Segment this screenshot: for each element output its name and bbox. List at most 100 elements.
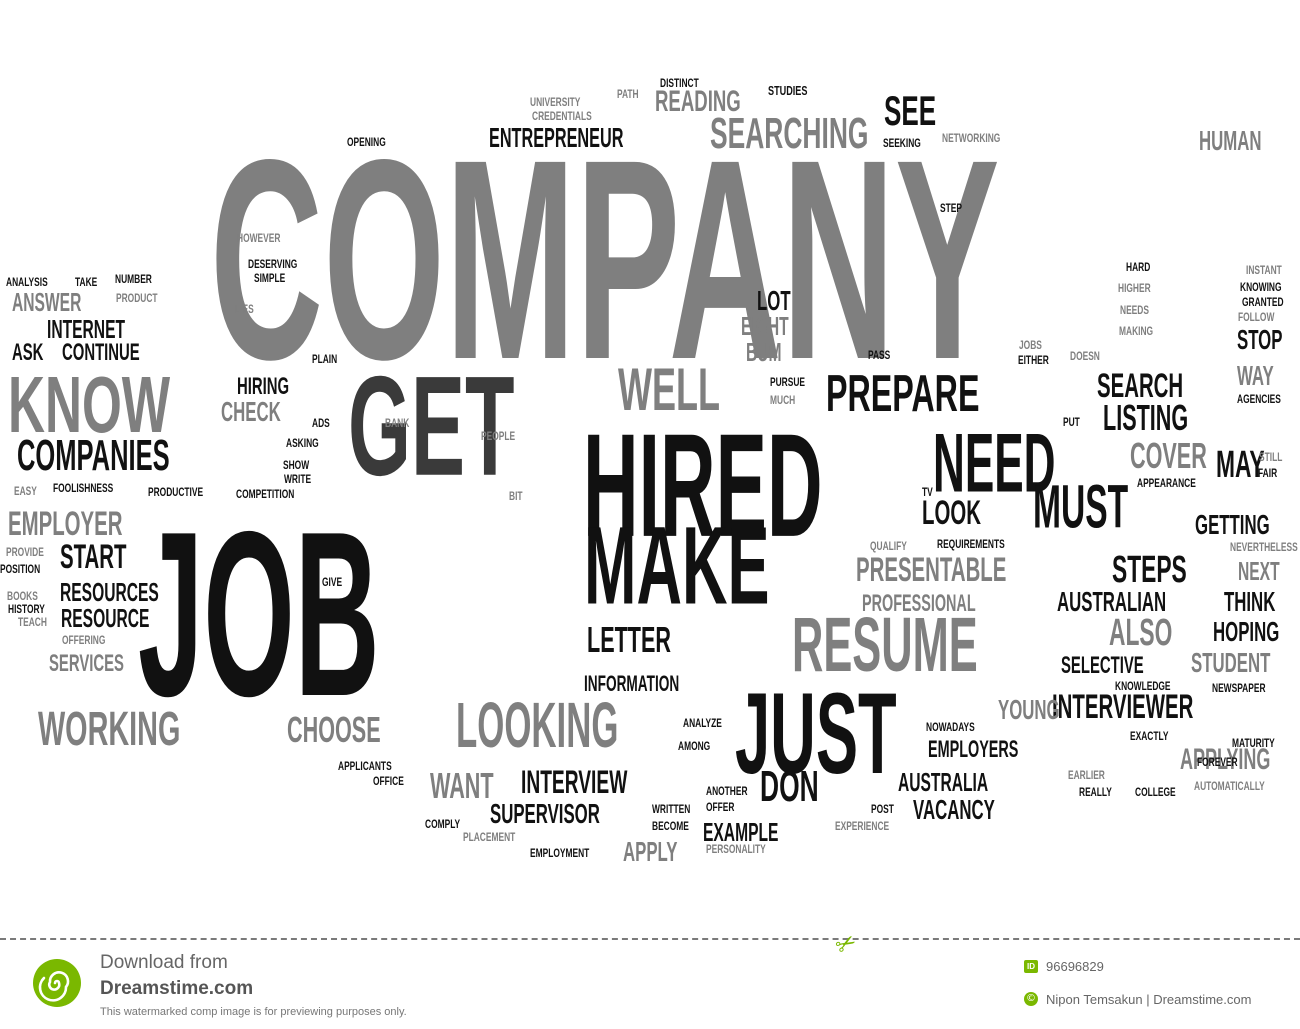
word-don: DON bbox=[760, 762, 819, 811]
word-presentable: PRESENTABLE bbox=[856, 551, 1007, 589]
word-another: ANOTHER bbox=[706, 784, 748, 798]
word-position: POSITION bbox=[0, 562, 41, 576]
word-job: JOB bbox=[138, 482, 380, 745]
word-credentials: CREDENTIALS bbox=[532, 109, 592, 123]
word-internet: INTERNET bbox=[47, 314, 125, 344]
word-bum: BUM bbox=[746, 337, 782, 367]
word-post: POST bbox=[871, 802, 894, 816]
word-appearance: APPEARANCE bbox=[1137, 476, 1196, 490]
word-professional: PROFESSIONAL bbox=[862, 590, 976, 617]
word-pass: PASS bbox=[868, 348, 891, 362]
word-opening: OPENING bbox=[347, 135, 386, 149]
word-offering: OFFERING bbox=[62, 633, 106, 647]
word-easy: EASY bbox=[14, 484, 37, 498]
word-foolishness: FOOLISHNESS bbox=[53, 481, 114, 495]
word-written: WRITTEN bbox=[652, 802, 691, 816]
word-maturity: MATURITY bbox=[1232, 736, 1275, 750]
word-companies: COMPANIES bbox=[17, 431, 170, 480]
word-need: NEED bbox=[933, 416, 1056, 510]
word-just: JUST bbox=[735, 670, 897, 798]
word-think: THINK bbox=[1224, 586, 1276, 617]
word-must: MUST bbox=[1033, 471, 1129, 541]
word-automatically: AUTOMATICALLY bbox=[1194, 779, 1265, 793]
word-resume: RESUME bbox=[792, 601, 978, 688]
word-write: WRITE bbox=[284, 472, 312, 486]
word-number: NUMBER bbox=[115, 272, 152, 286]
word-way: WAY bbox=[1237, 360, 1274, 391]
word-put: PUT bbox=[1063, 415, 1080, 429]
word-example: EXAMPLE bbox=[703, 817, 779, 847]
word-supervisor: SUPERVISOR bbox=[490, 798, 600, 829]
word-still: STILL bbox=[1259, 450, 1283, 464]
word-networking: NETWORKING bbox=[942, 131, 1001, 145]
word-get: GET bbox=[348, 346, 515, 506]
word-continue: CONTINUE bbox=[62, 339, 140, 366]
word-people: PEOPLE bbox=[481, 429, 516, 443]
word-tv: TV bbox=[922, 485, 933, 499]
site-name[interactable]: Dreamstime.com bbox=[100, 978, 254, 999]
word-history: HISTORY bbox=[8, 602, 45, 616]
word-deserving: DESERVING bbox=[248, 257, 298, 271]
word-reading: READING bbox=[655, 85, 741, 118]
word-analyze: ANALYZE bbox=[683, 716, 722, 730]
word-offer: OFFER bbox=[706, 800, 735, 814]
word-product: PRODUCT bbox=[116, 291, 158, 305]
word-earlier: EARLIER bbox=[1068, 768, 1105, 782]
word-however: HOWEVER bbox=[237, 231, 281, 245]
word-looking: LOOKING bbox=[456, 689, 619, 762]
word-answer: ANSWER bbox=[12, 287, 82, 317]
word-australia: AUSTRALIA bbox=[898, 767, 989, 797]
word-student: STUDENT bbox=[1191, 647, 1271, 678]
footer-banner: ✂ Download from Dreamstime.com This wate… bbox=[0, 927, 1300, 1029]
word-lot: LOT bbox=[757, 285, 791, 316]
word-university: UNIVERSITY bbox=[530, 95, 581, 109]
word-may: MAY bbox=[1216, 444, 1265, 486]
id-badge-icon: ID bbox=[1024, 960, 1038, 973]
word-much: MUCH bbox=[770, 393, 796, 407]
word-applicants: APPLICANTS bbox=[338, 759, 392, 773]
word-needs: NEEDS bbox=[1120, 303, 1149, 317]
word-interview: INTERVIEW bbox=[521, 764, 628, 800]
dreamstime-spiral-icon bbox=[33, 959, 81, 1007]
word-start: START bbox=[60, 538, 127, 576]
word-searching: SEARCHING bbox=[710, 109, 869, 158]
copyright-icon: © bbox=[1024, 992, 1038, 1006]
word-granted: GRANTED bbox=[1242, 295, 1284, 309]
word-making: MAKING bbox=[1119, 324, 1154, 338]
word-distinct: DISTINCT bbox=[660, 76, 699, 90]
word-human: HUMAN bbox=[1199, 125, 1262, 156]
word-entrepreneur: ENTREPRENEUR bbox=[489, 122, 624, 153]
word-simple: SIMPLE bbox=[254, 271, 286, 285]
word-nowadays: NOWADAYS bbox=[926, 720, 975, 734]
image-id: 96696829 bbox=[1046, 959, 1104, 974]
word-follow: FOLLOW bbox=[1238, 310, 1275, 324]
word-eight: EIGHT bbox=[741, 311, 789, 341]
word-comply: COMPLY bbox=[425, 817, 461, 831]
word-well: WELL bbox=[618, 356, 720, 423]
word-hoping: HOPING bbox=[1213, 616, 1280, 647]
word-see: SEE bbox=[884, 87, 937, 134]
word-cloud: COMPANY JOB HIRED GET MAKE RESUME JUST KNOW NEED… bbox=[0, 76, 1298, 866]
word-books: BOOKS bbox=[7, 589, 38, 603]
word-show: SHOW bbox=[283, 458, 310, 472]
word-teach: TEACH bbox=[18, 615, 47, 629]
word-choose: CHOOSE bbox=[287, 709, 381, 750]
word-working: WORKING bbox=[38, 703, 181, 756]
watermark-note: This watermarked comp image is for previ… bbox=[100, 1006, 407, 1018]
word-qualify: QUALIFY bbox=[870, 539, 907, 553]
word-requirements: REQUIREMENTS bbox=[937, 537, 1005, 551]
word-really: REALLY bbox=[1079, 785, 1112, 799]
word-check: CHECK bbox=[221, 396, 281, 427]
word-resources: RESOURCES bbox=[60, 577, 159, 607]
word-newspaper: NEWSPAPER bbox=[1212, 681, 1266, 695]
word-want: WANT bbox=[430, 765, 494, 806]
word-vacancy: VACANCY bbox=[913, 794, 995, 825]
word-seeking: SEEKING bbox=[883, 136, 921, 150]
word-doesn: DOESN bbox=[1070, 349, 1100, 363]
word-ask: ASK bbox=[12, 339, 44, 366]
word-either: EITHER bbox=[1018, 353, 1049, 367]
word-information: INFORMATION bbox=[584, 671, 680, 696]
word-employers: EMPLOYERS bbox=[928, 736, 1019, 763]
word-office: OFFICE bbox=[373, 774, 404, 788]
word-productive: PRODUCTIVE bbox=[148, 485, 204, 499]
